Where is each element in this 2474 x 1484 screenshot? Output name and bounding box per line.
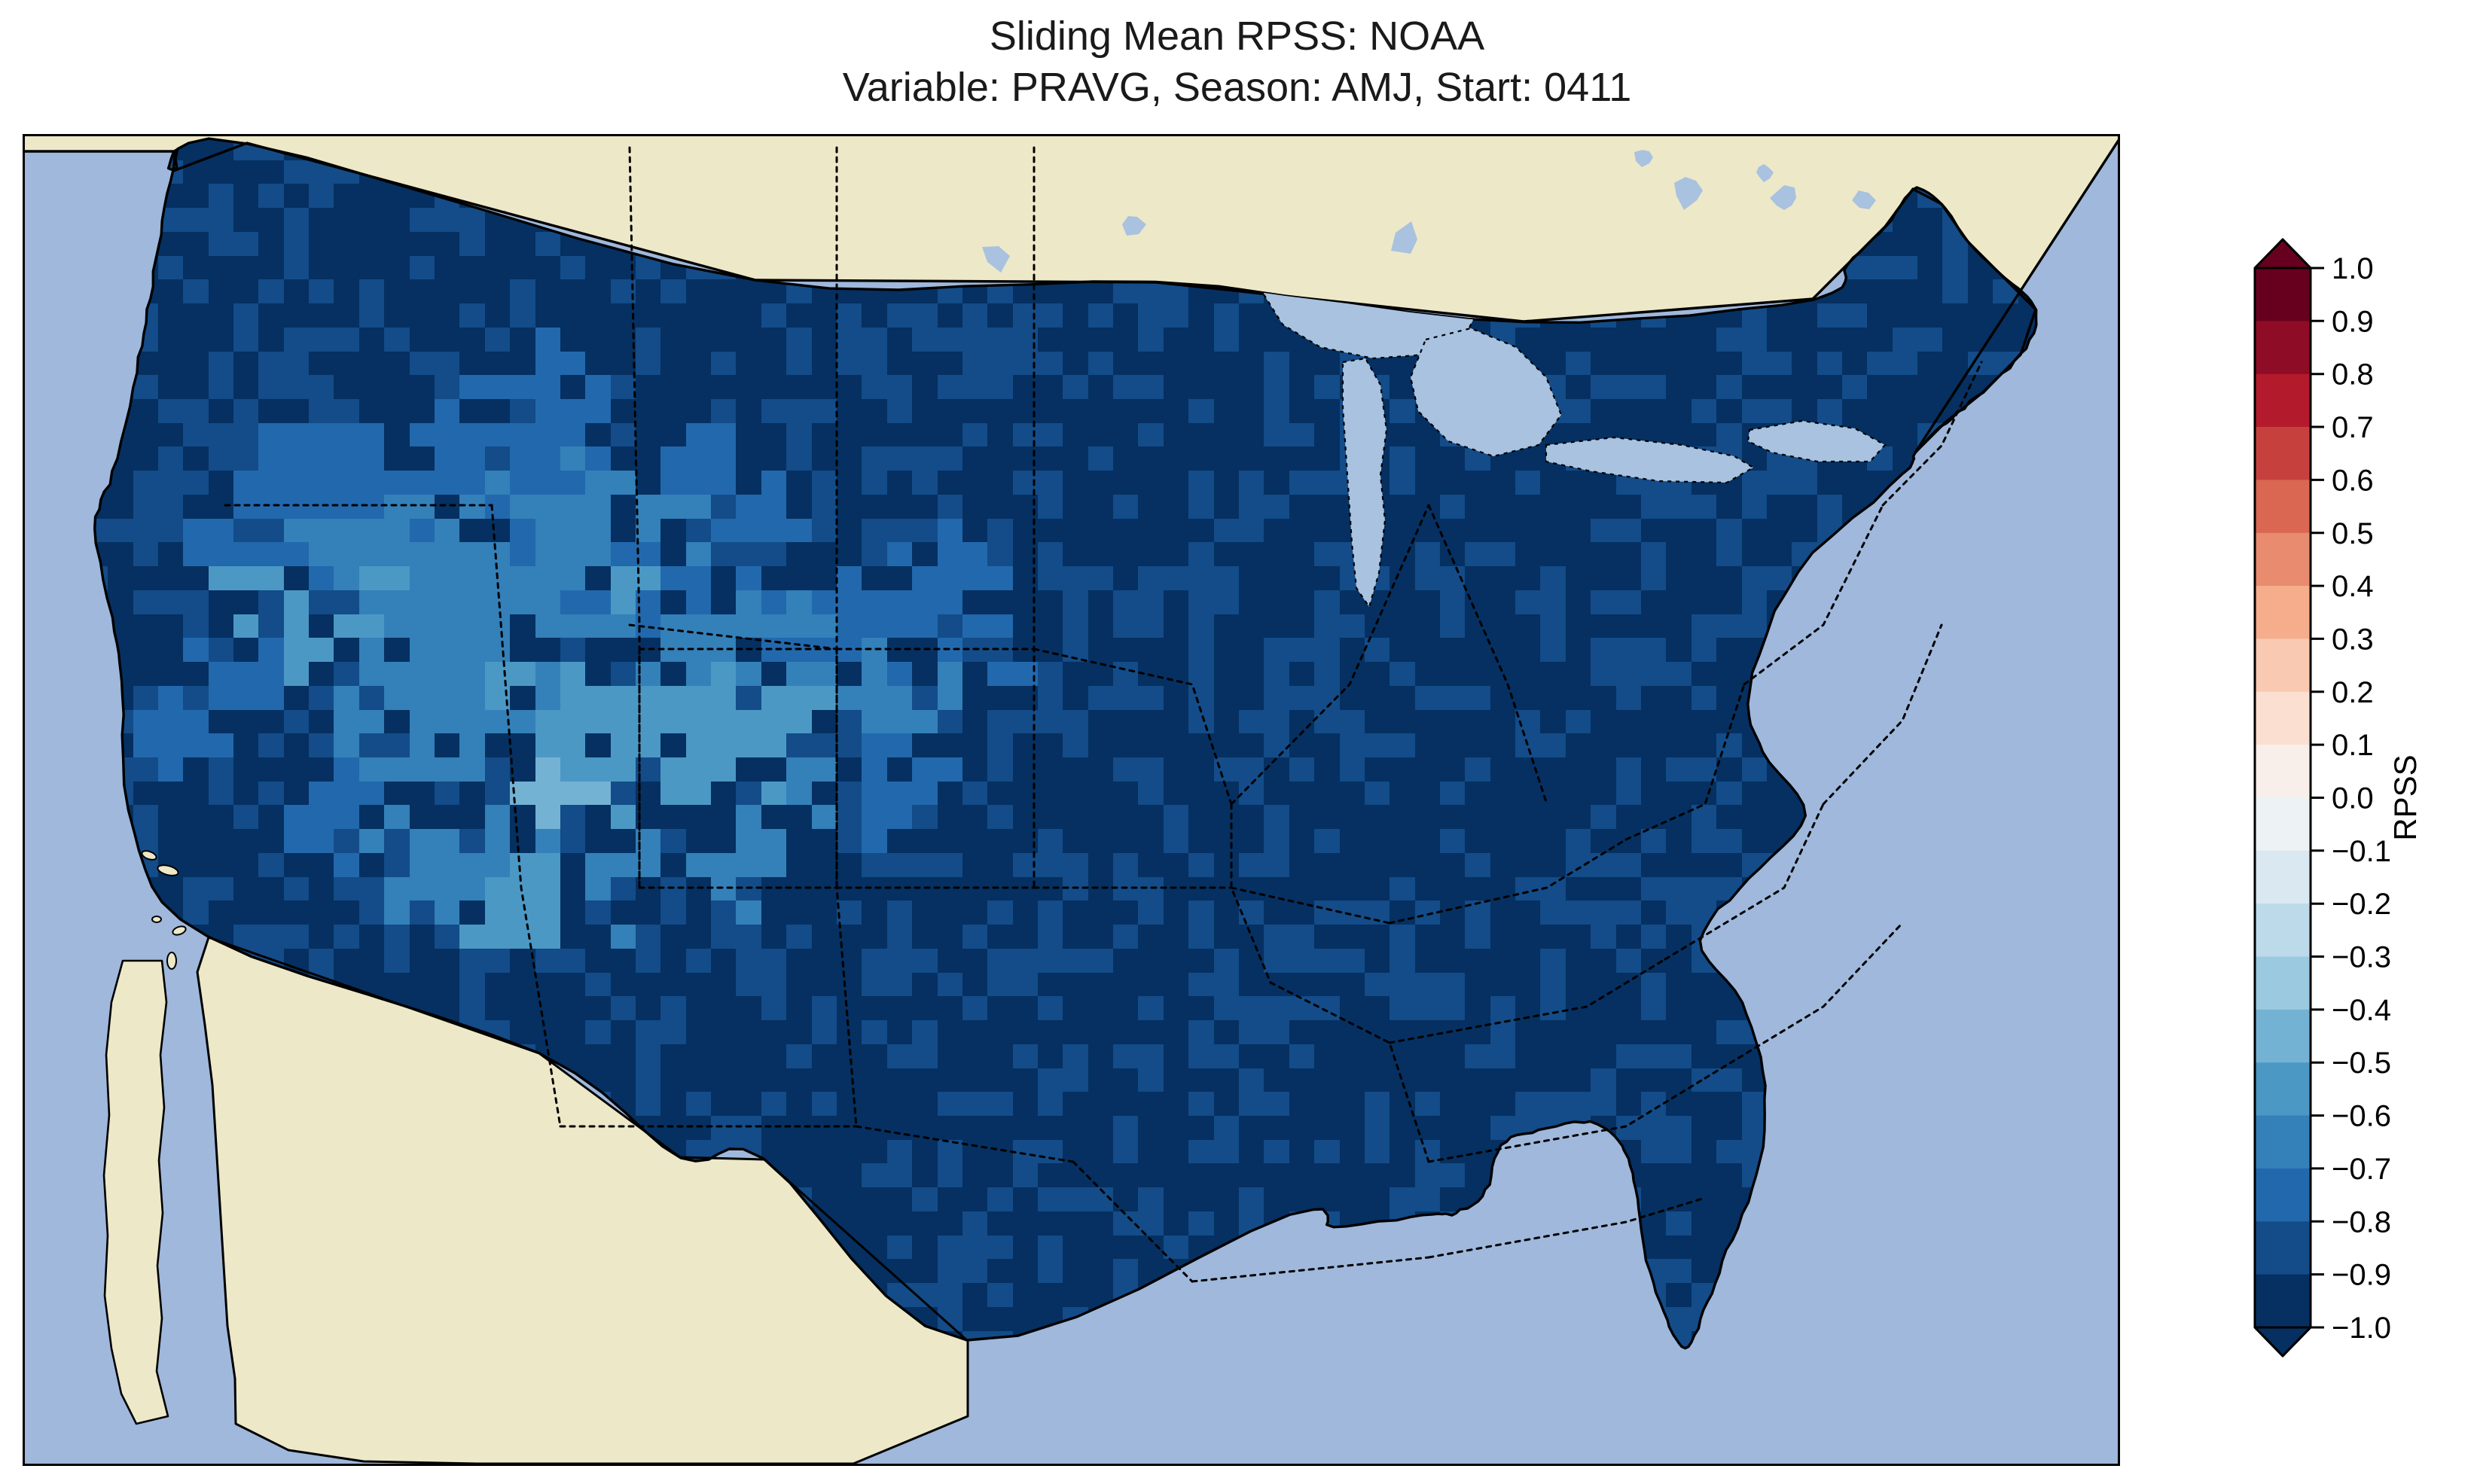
svg-text:−0.2: −0.2	[2332, 888, 2391, 921]
svg-text:−0.1: −0.1	[2332, 835, 2391, 868]
svg-text:−1.0: −1.0	[2332, 1312, 2391, 1345]
svg-text:−0.4: −0.4	[2332, 994, 2391, 1027]
svg-text:−0.6: −0.6	[2332, 1100, 2391, 1133]
svg-text:RPSS: RPSS	[2387, 754, 2423, 840]
svg-text:0.7: 0.7	[2332, 411, 2374, 444]
svg-text:0.0: 0.0	[2332, 782, 2374, 815]
svg-text:0.8: 0.8	[2332, 358, 2374, 392]
svg-text:0.6: 0.6	[2332, 464, 2374, 497]
svg-text:−0.3: −0.3	[2332, 941, 2391, 974]
svg-text:0.1: 0.1	[2332, 729, 2374, 762]
svg-text:1.0: 1.0	[2332, 252, 2374, 285]
svg-text:0.3: 0.3	[2332, 623, 2374, 656]
svg-text:−0.5: −0.5	[2332, 1047, 2391, 1080]
svg-text:−0.7: −0.7	[2332, 1153, 2391, 1186]
svg-text:0.2: 0.2	[2332, 676, 2374, 709]
svg-text:0.4: 0.4	[2332, 570, 2374, 603]
svg-text:−0.8: −0.8	[2332, 1205, 2391, 1239]
svg-text:0.9: 0.9	[2332, 305, 2374, 338]
svg-text:0.5: 0.5	[2332, 517, 2374, 550]
svg-text:−0.9: −0.9	[2332, 1259, 2391, 1292]
